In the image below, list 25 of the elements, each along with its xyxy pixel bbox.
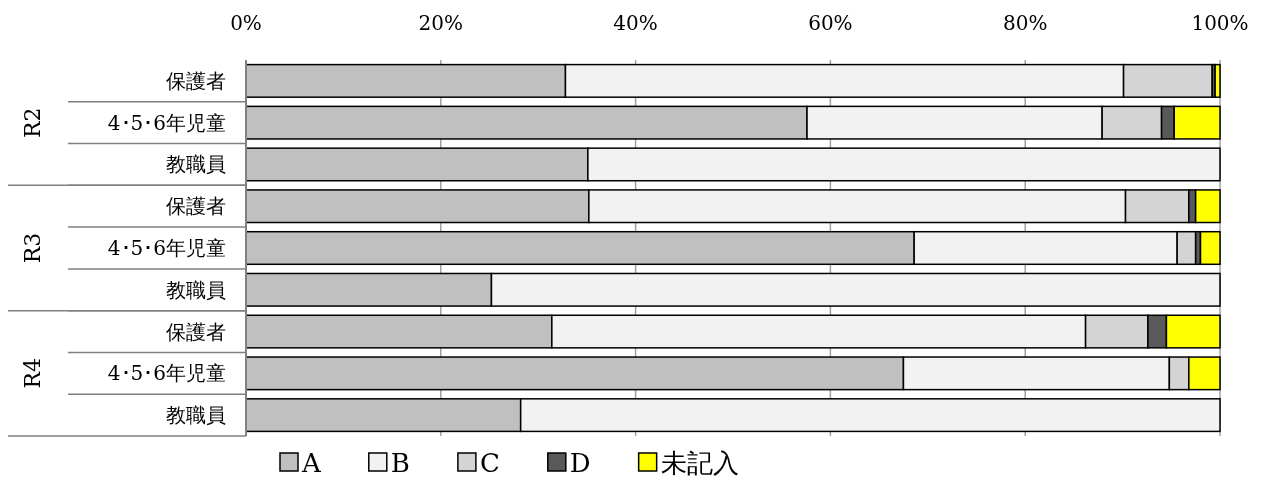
text: R3 [20,232,45,264]
x-tick-label: 20% [418,11,464,35]
legend-label: 未記入 [660,448,739,478]
y-tick-label: 教職員 [166,152,226,177]
y-tick-label: 教職員 [166,277,226,302]
x-tick-label: 80% [1002,11,1048,35]
text: R4 [20,358,45,389]
y-tick-label: 4･5･6年児童 [107,361,226,386]
x-tick-label: 60% [808,11,853,35]
y-tick-label: 教職員 [166,403,226,428]
bar [1199,230,1221,266]
y-tick-label: 保護者 [166,319,226,344]
bar [1214,63,1221,98]
text: R2 [20,107,45,138]
legend-label: B [390,448,410,478]
x-tick-label: 40% [613,11,658,35]
legend-label: C [479,448,500,478]
x-tick-label: 0% [230,11,262,35]
legend-label: D [569,448,591,478]
y-tick-label: 4･5･6年児童 [107,236,226,260]
y-tick-label: 4･5･6年児童 [107,110,226,135]
y-tick-label: 保護者 [166,194,226,219]
legend-label: A [301,448,322,478]
y-tick-label: 保護者 [166,68,226,93]
x-tick-label: 100% [1191,11,1249,35]
